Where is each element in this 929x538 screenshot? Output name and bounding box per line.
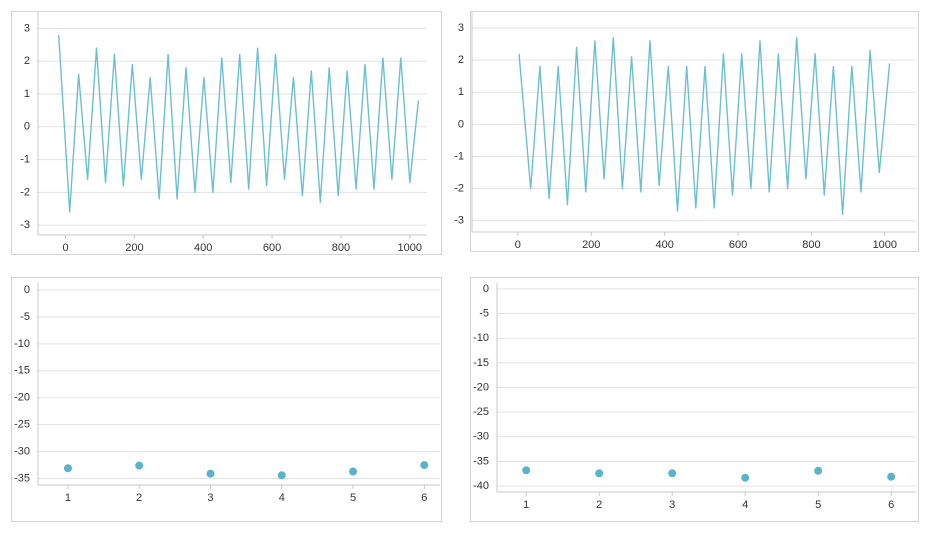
x-tick-label: 6 bbox=[888, 499, 894, 511]
point bbox=[668, 469, 677, 478]
panel bbox=[11, 277, 442, 522]
y-tick-label: -3 bbox=[454, 215, 464, 227]
point bbox=[887, 472, 896, 481]
y-tick-label: -1 bbox=[20, 153, 30, 165]
panel bbox=[11, 11, 442, 255]
point bbox=[741, 473, 750, 482]
x-tick-label: 200 bbox=[125, 242, 143, 254]
y-tick-label: -35 bbox=[473, 455, 489, 467]
y-tick-label: -35 bbox=[14, 472, 30, 484]
x-tick-label: 800 bbox=[332, 242, 350, 254]
panel bbox=[470, 277, 919, 522]
y-tick-label: -30 bbox=[14, 446, 30, 458]
y-tick-label: -25 bbox=[473, 406, 489, 418]
point bbox=[206, 469, 215, 478]
y-tick-label: 3 bbox=[458, 22, 464, 34]
y-tick-label: 0 bbox=[483, 283, 489, 295]
x-tick-label: 5 bbox=[815, 499, 821, 511]
y-tick-label: 1 bbox=[458, 86, 464, 98]
x-tick-label: 5 bbox=[350, 492, 356, 504]
y-tick-label: 3 bbox=[24, 22, 30, 34]
y-tick-label: 2 bbox=[24, 55, 30, 67]
y-tick-label: 2 bbox=[458, 54, 464, 66]
y-tick-label: -30 bbox=[473, 431, 489, 443]
y-tick-label: 0 bbox=[24, 284, 30, 296]
x-tick-label: 3 bbox=[207, 492, 213, 504]
x-tick-label: 6 bbox=[421, 492, 427, 504]
y-tick-label: -15 bbox=[14, 365, 30, 377]
x-tick-label: 800 bbox=[802, 239, 820, 251]
panel bbox=[470, 11, 919, 252]
y-tick-label: -25 bbox=[14, 419, 30, 431]
y-tick-label: -20 bbox=[473, 381, 489, 393]
y-tick-label: -5 bbox=[20, 311, 30, 323]
x-tick-label: 0 bbox=[62, 242, 68, 254]
y-tick-label: -2 bbox=[454, 183, 464, 195]
y-tick-label: -10 bbox=[14, 338, 30, 350]
line bbox=[58, 34, 420, 213]
point bbox=[277, 471, 286, 480]
x-tick-label: 400 bbox=[655, 239, 673, 251]
point bbox=[349, 467, 358, 476]
x-tick-label: 400 bbox=[194, 242, 212, 254]
y-tick-label: -20 bbox=[14, 392, 30, 404]
x-tick-label: 2 bbox=[136, 492, 142, 504]
point bbox=[420, 461, 429, 470]
y-tick-label: 0 bbox=[458, 118, 464, 130]
x-tick-label: 1000 bbox=[873, 239, 897, 251]
y-tick-label: -1 bbox=[454, 150, 464, 162]
x-tick-label: 600 bbox=[263, 242, 281, 254]
y-tick-label: -10 bbox=[473, 332, 489, 344]
y-tick-label: 0 bbox=[24, 121, 30, 133]
y-tick-label: -40 bbox=[473, 480, 489, 492]
point bbox=[595, 469, 604, 478]
x-tick-label: 3 bbox=[669, 499, 675, 511]
x-tick-label: 1000 bbox=[398, 242, 422, 254]
point bbox=[63, 464, 72, 473]
x-tick-label: 0 bbox=[515, 239, 521, 251]
y-tick-label: 1 bbox=[24, 88, 30, 100]
y-tick-label: -3 bbox=[20, 219, 30, 231]
x-tick-label: 600 bbox=[729, 239, 747, 251]
x-tick-label: 2 bbox=[596, 499, 602, 511]
y-tick-label: -5 bbox=[479, 307, 489, 319]
x-tick-label: 1 bbox=[65, 492, 71, 504]
point bbox=[522, 466, 531, 475]
x-tick-label: 4 bbox=[279, 492, 285, 504]
y-tick-label: -15 bbox=[473, 357, 489, 369]
x-tick-label: 200 bbox=[582, 239, 600, 251]
point bbox=[135, 461, 144, 470]
x-tick-label: 4 bbox=[742, 499, 748, 511]
x-tick-label: 1 bbox=[523, 499, 529, 511]
y-tick-label: -2 bbox=[20, 186, 30, 198]
point bbox=[814, 466, 823, 475]
line bbox=[518, 37, 891, 215]
